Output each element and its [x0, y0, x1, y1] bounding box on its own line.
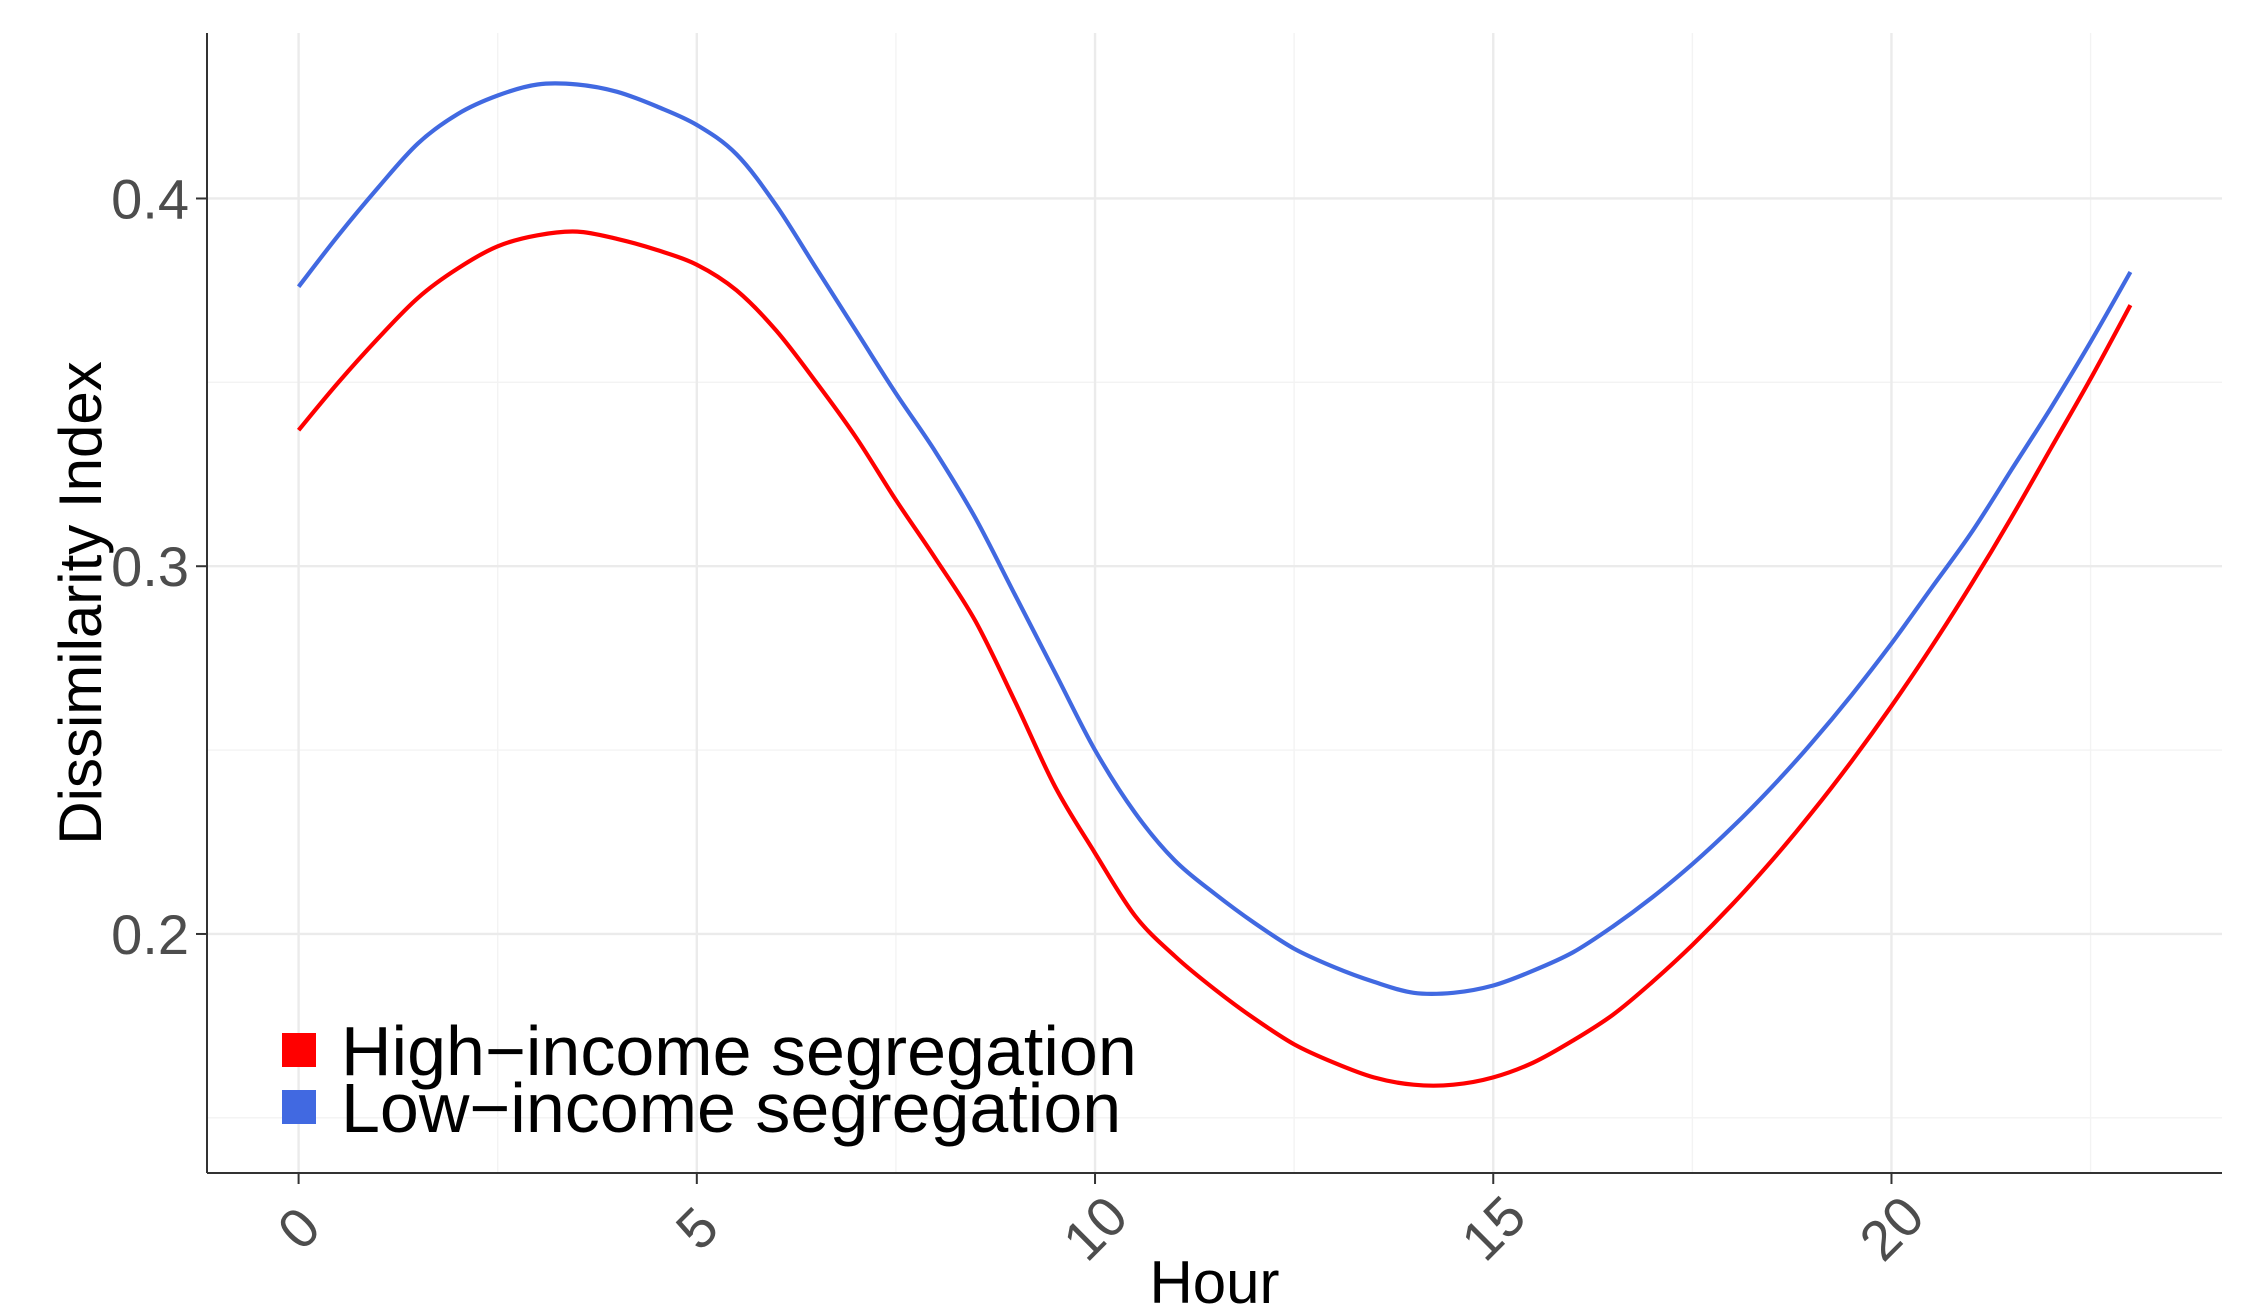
- x-axis-title: Hour: [1149, 1249, 1279, 1312]
- y-tick-label: 0.4: [111, 167, 189, 230]
- y-tick-label: 0.3: [111, 535, 189, 598]
- legend-label: Low−income segregation: [341, 1069, 1121, 1147]
- series-line-high-income: [296, 229, 2133, 1088]
- y-axis-title: Dissimilarity Index: [47, 361, 114, 844]
- grid: [207, 33, 2222, 1173]
- series-lines: [296, 81, 2133, 1088]
- legend-key-low-income: [282, 1090, 316, 1124]
- legend-key-high-income: [282, 1033, 316, 1067]
- axes: [196, 33, 2222, 1184]
- y-tick-label: 0.2: [111, 903, 189, 966]
- legend-label: High−income segregation: [341, 1012, 1137, 1090]
- series-line-low-income: [296, 81, 2133, 997]
